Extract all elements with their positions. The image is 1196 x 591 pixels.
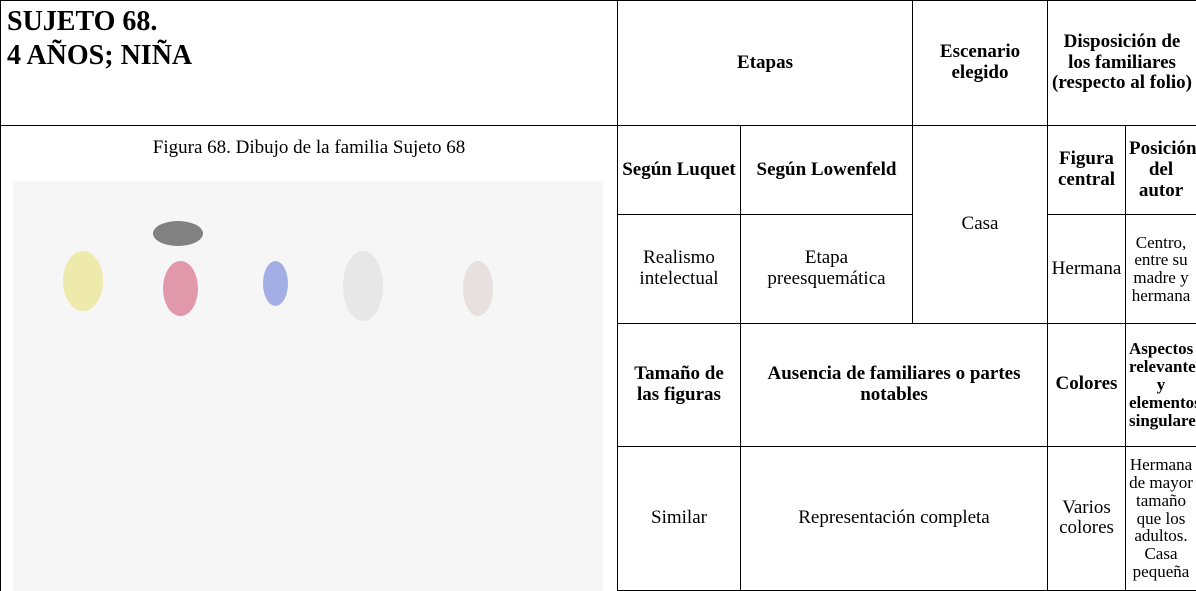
header-line: (respecto al folio) [1051, 73, 1193, 94]
cell: Casa [913, 126, 1048, 324]
figure-sketch [263, 261, 288, 306]
title-line: SUJETO 68. [7, 5, 611, 39]
cell: Realismo intelectual [618, 215, 741, 324]
figure-sketch [63, 251, 103, 311]
header-cell: Etapas [618, 1, 913, 126]
cell: Centro, entre su madre y hermana [1126, 215, 1196, 324]
cell: Varios colores [1048, 446, 1126, 591]
subheader-cell: Posición del autor [1126, 126, 1196, 215]
subheader-cell: Figura central [1048, 126, 1126, 215]
figure-cell: Figura 68. Dibujo de la familia Sujeto 6… [1, 126, 618, 591]
page-body: SUJETO 68.4 AÑOS; NIÑA Etapas Escenario … [0, 0, 1196, 516]
header-cell: Disposición de los familiares(respecto a… [1048, 1, 1196, 126]
header-cell: Escenario elegido [913, 1, 1048, 126]
subheader-cell: Colores [1048, 324, 1126, 446]
subheader-cell: Ausencia de familiares o partes notables [741, 324, 1048, 446]
subheader-cell: Aspectos relevantes y elementos singular… [1126, 324, 1196, 446]
subheader-cell: Según Lowenfeld [741, 126, 913, 215]
figure-sketch [153, 221, 203, 246]
page: Sujeto 68 {"header": {"title_line1": "SU… [0, 0, 1196, 516]
subheader-cell: Según Luquet [618, 126, 741, 215]
figure-caption: Figura 68. Dibujo de la familia Sujeto 6… [1, 138, 617, 159]
subheader-cell: Tamaño de las figuras [618, 324, 741, 446]
title-line: 4 AÑOS; NIÑA [7, 39, 611, 73]
subject-title: SUJETO 68.4 AÑOS; NIÑA [1, 1, 618, 126]
cell: Etapa preesquemática [741, 215, 913, 324]
header-line: Disposición de los familiares [1051, 32, 1193, 74]
cell: Hermana de mayor tamaño que los adultos.… [1126, 446, 1196, 591]
figure-sketch [463, 261, 493, 316]
figure-sketch [343, 251, 383, 321]
family-drawing [13, 181, 603, 591]
cell: Hermana [1048, 215, 1126, 324]
figure-sketch [163, 261, 198, 316]
cell: Representación completa [741, 446, 1048, 591]
cell: Similar [618, 446, 741, 591]
